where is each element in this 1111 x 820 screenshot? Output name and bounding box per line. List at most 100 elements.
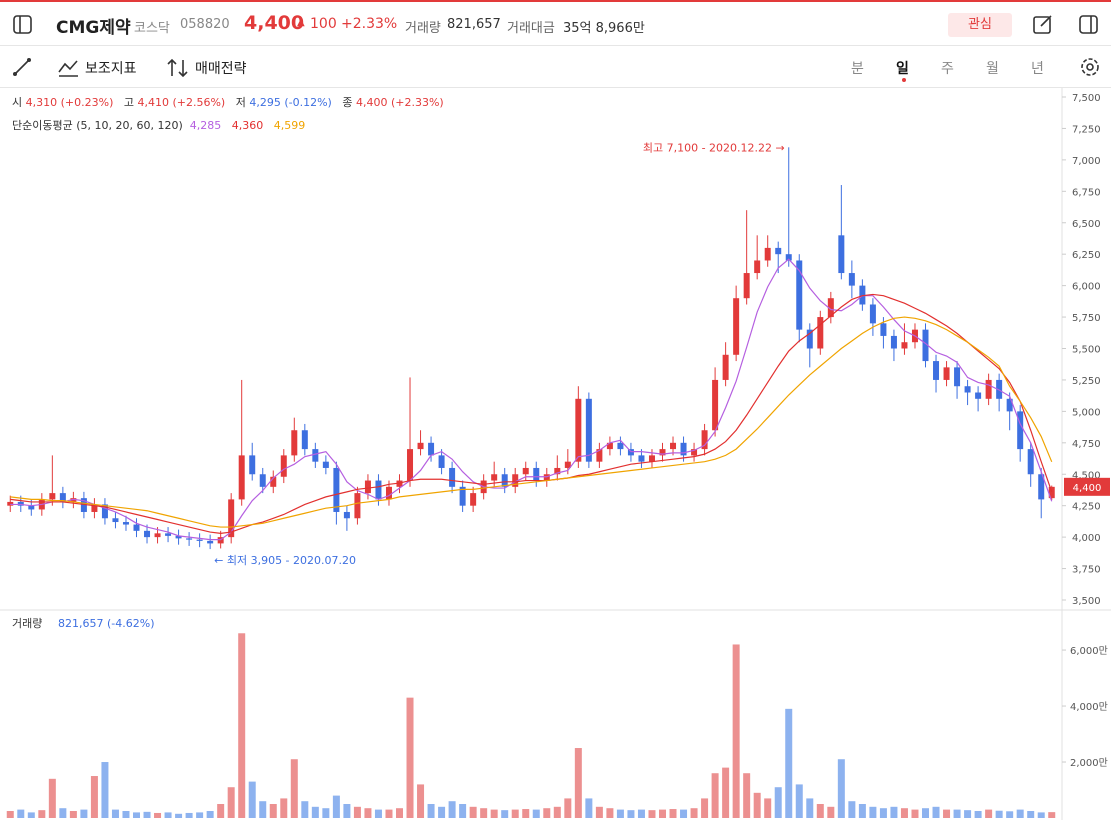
volume-bar (90, 776, 98, 818)
candle-body (975, 392, 982, 399)
draw-icon[interactable] (12, 57, 34, 79)
period-tab[interactable]: 년 (1031, 61, 1044, 77)
candle-body (112, 518, 119, 523)
volume-bar (238, 633, 246, 818)
change-pct: +2.33% (341, 16, 398, 32)
ohlc-info: 시 4,310 (+0.23%) 고 4,410 (+2.56%) 저 4,29… (12, 94, 444, 110)
volume-bar (606, 808, 614, 818)
market: 코스닥 (134, 21, 170, 36)
volume-bar (374, 809, 382, 818)
candle-body (470, 493, 477, 506)
volume-bar (175, 813, 183, 818)
toolbar: 보조지표 매매전략 분 일 주 월 년 (0, 46, 1111, 88)
candle-body (964, 386, 971, 393)
candle-body (880, 323, 887, 336)
candle-body (754, 260, 761, 274)
volume-bar (543, 808, 551, 818)
volume-bar (469, 806, 477, 818)
candle-body (1027, 449, 1034, 475)
volume-bar (332, 795, 340, 818)
candle-body (564, 461, 571, 468)
volume-label: 거래량 (405, 21, 441, 36)
high-label: 고 (123, 96, 134, 109)
volume-bar (164, 812, 172, 818)
candle-body (985, 379, 992, 399)
candle-body (680, 442, 687, 456)
ma-value: 4,599 (273, 119, 306, 132)
moving-average (10, 316, 1053, 528)
moving-average (10, 293, 1053, 534)
y-tick-label: 5,250 (1072, 376, 1101, 387)
y-tick-label: 4,000 (1072, 533, 1101, 544)
volume-bar (732, 644, 740, 818)
panel-icon[interactable] (1078, 14, 1100, 36)
volume-bar (448, 801, 456, 818)
volume-bar (269, 804, 277, 818)
high-annotation: 최고 7,100 - 2020.12.22 → (643, 141, 785, 154)
candle-body (428, 442, 435, 456)
change: 100 (310, 16, 337, 32)
volume-bar (480, 808, 488, 818)
y-tick-label: 6,250 (1072, 250, 1101, 261)
volume-bar (627, 810, 635, 818)
volume-bar (206, 811, 214, 818)
up-arrow: ▲ (297, 17, 305, 28)
sidebar-icon[interactable] (12, 14, 34, 36)
low-label: 저 (235, 96, 246, 109)
period-tab[interactable]: 분 (851, 61, 864, 77)
y-tick-label: 5,750 (1072, 313, 1101, 324)
watch-button[interactable]: 관심 (948, 13, 1012, 37)
volume-bar (532, 809, 540, 818)
candle-body (817, 317, 824, 349)
candle-body (270, 476, 277, 487)
candle-body (217, 537, 224, 544)
volume-bar (564, 798, 572, 818)
volume-bar (753, 792, 761, 818)
volume-bar (785, 708, 793, 818)
volume-bar (385, 809, 393, 818)
volume-bar (1037, 812, 1045, 818)
volume-bar (900, 808, 908, 818)
volume-bar (637, 809, 645, 818)
edit-icon[interactable] (1032, 14, 1054, 36)
candle-body (59, 493, 66, 502)
volume-bar (964, 810, 972, 818)
close-value: 4,400 (+2.33%) (355, 96, 444, 109)
candle-body (933, 361, 940, 380)
volume-bar (511, 809, 519, 818)
volume-bar (848, 801, 856, 818)
candle-body (575, 398, 582, 462)
period-tab[interactable]: 일 (896, 61, 909, 77)
volume-bar (17, 809, 25, 818)
y-tick-label: 4,500 (1072, 470, 1101, 481)
indicator-icon[interactable] (58, 58, 80, 78)
volume-bar (27, 812, 35, 818)
y-tick-label: 5,000 (1072, 407, 1101, 418)
candle-body (785, 254, 792, 261)
candle-body (491, 474, 498, 481)
volume-bar (322, 808, 330, 818)
candle-body (80, 498, 87, 512)
strategy-button[interactable]: 매매전략 (195, 61, 247, 77)
volume-bar (311, 806, 319, 818)
candle-body (49, 493, 56, 500)
volume-bar (795, 784, 803, 818)
candle-body (617, 442, 624, 450)
volume-bar (227, 787, 235, 818)
candle-body (438, 455, 445, 468)
volume-bar (122, 811, 130, 818)
strategy-icon[interactable] (166, 58, 190, 78)
volume-bar (69, 811, 77, 818)
volume-bar (669, 809, 677, 818)
indicators-button[interactable]: 보조지표 (85, 61, 137, 77)
ma-label: 단순이동평균 (5, 10, 20, 60, 120) (12, 119, 183, 132)
volume-bar (80, 809, 88, 818)
candle-body (775, 247, 782, 255)
settings-icon[interactable] (1079, 56, 1101, 78)
code: 058820 (180, 17, 230, 32)
volume-bar (953, 809, 961, 818)
volume-bar (974, 811, 982, 818)
period-tab[interactable]: 월 (986, 61, 999, 77)
volume-bar (490, 809, 498, 818)
period-tab[interactable]: 주 (941, 61, 954, 77)
